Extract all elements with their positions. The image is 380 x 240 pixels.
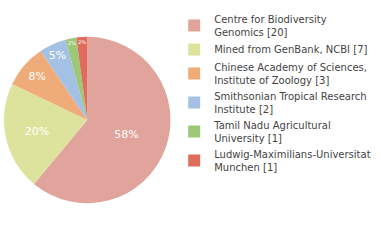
svg-text:8%: 8% bbox=[29, 70, 46, 83]
svg-text:2%: 2% bbox=[78, 39, 86, 45]
svg-text:Chinese Academy of Sciences,In: Chinese Academy of Sciences,Institute of… bbox=[214, 62, 367, 86]
svg-text:Centre for BiodiversityGenomic: Centre for BiodiversityGenomics [20] bbox=[214, 14, 327, 38]
svg-text:Mined from GenBank, NCBI [7]: Mined from GenBank, NCBI [7] bbox=[214, 44, 367, 55]
svg-text:20%: 20% bbox=[25, 125, 49, 138]
svg-text:5%: 5% bbox=[49, 49, 66, 62]
svg-text:2%: 2% bbox=[68, 40, 76, 46]
svg-text:58%: 58% bbox=[114, 128, 138, 141]
svg-text:Tamil Nadu AgriculturalUnivers: Tamil Nadu AgriculturalUniversity [1] bbox=[213, 120, 331, 144]
svg-text:Ludwig-Maximilians-Universitat: Ludwig-Maximilians-UniversitatMunchen [1… bbox=[214, 149, 370, 173]
svg-text:Smithsonian Tropical ResearchI: Smithsonian Tropical ResearchInstitute [… bbox=[214, 91, 366, 115]
